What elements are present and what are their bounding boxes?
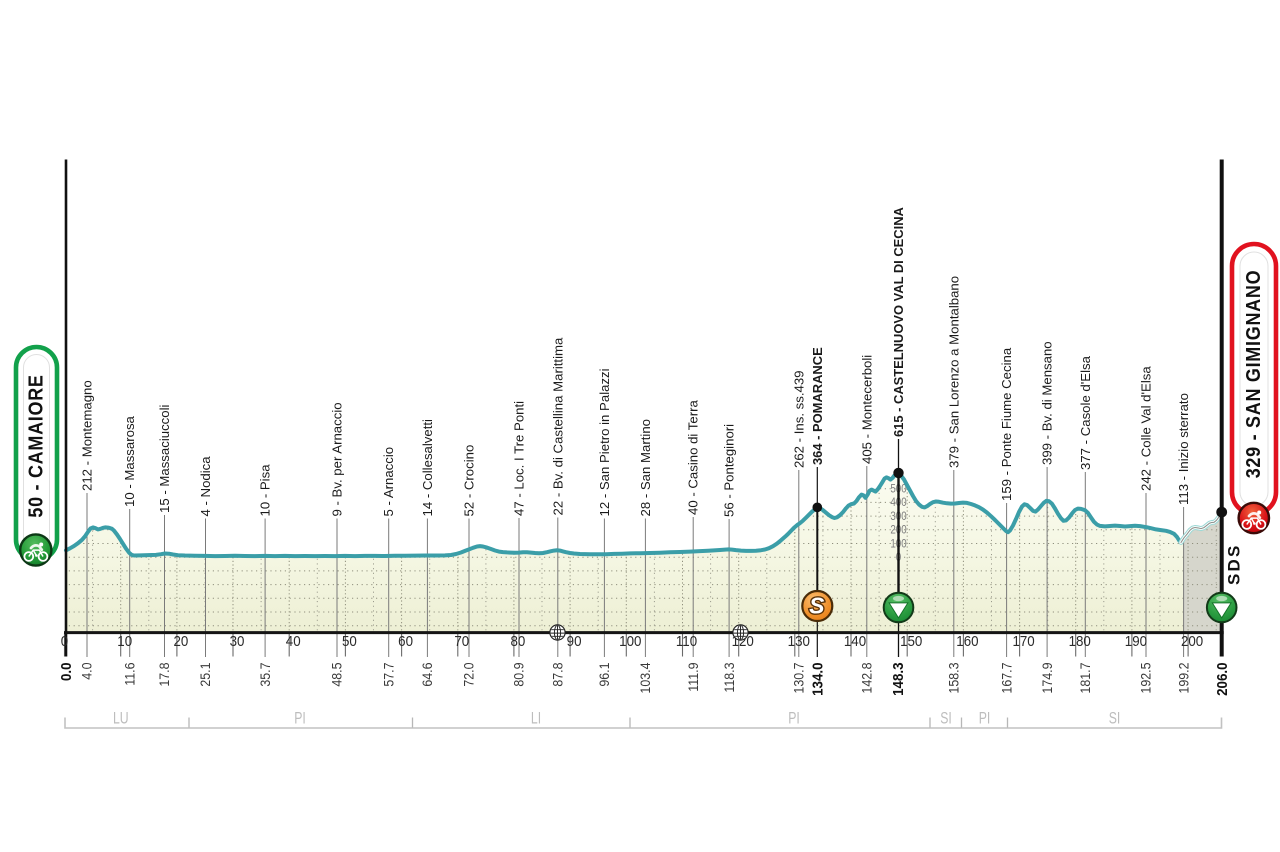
svg-text:200: 200 bbox=[1181, 632, 1203, 649]
svg-text:148.3: 148.3 bbox=[889, 662, 906, 696]
svg-text:160: 160 bbox=[956, 632, 978, 649]
svg-text:130.7: 130.7 bbox=[791, 663, 807, 694]
svg-text:140: 140 bbox=[844, 632, 866, 649]
svg-text:174.9: 174.9 bbox=[1039, 663, 1055, 694]
svg-text:110: 110 bbox=[676, 632, 697, 649]
svg-text:103.4: 103.4 bbox=[638, 663, 654, 694]
svg-text:11.6: 11.6 bbox=[122, 663, 138, 686]
svg-text:399 - Bv. di Mensano: 399 - Bv. di Mensano bbox=[1040, 341, 1055, 465]
svg-text:80.9: 80.9 bbox=[511, 663, 527, 687]
svg-text:170: 170 bbox=[1012, 632, 1034, 649]
svg-text:130: 130 bbox=[788, 632, 810, 649]
svg-text:377 - Casole d'Elsa: 377 - Casole d'Elsa bbox=[1078, 355, 1093, 470]
svg-text:50 - CAMAIORE: 50 - CAMAIORE bbox=[25, 374, 47, 517]
svg-text:PI: PI bbox=[788, 710, 800, 728]
svg-text:113 - Inizio sterrato: 113 - Inizio sterrato bbox=[1176, 393, 1191, 505]
svg-text:80: 80 bbox=[510, 632, 525, 649]
svg-text:181.7: 181.7 bbox=[1077, 663, 1093, 694]
svg-text:10 - Massarosa: 10 - Massarosa bbox=[122, 415, 137, 507]
svg-text:159 - Ponte Fiume Cecina: 159 - Ponte Fiume Cecina bbox=[999, 347, 1014, 501]
svg-text:52 - Crocino: 52 - Crocino bbox=[462, 445, 477, 517]
svg-text:PI: PI bbox=[979, 710, 991, 728]
svg-text:0: 0 bbox=[61, 632, 69, 649]
svg-text:56 - Ponteginori: 56 - Ponteginori bbox=[722, 424, 737, 517]
svg-text:SI: SI bbox=[1109, 710, 1121, 728]
svg-text:379 - San Lorenzo a Montalbano: 379 - San Lorenzo a Montalbano bbox=[946, 276, 961, 468]
svg-text:48.5: 48.5 bbox=[329, 663, 345, 687]
svg-text:40: 40 bbox=[286, 632, 301, 649]
svg-text:158.3: 158.3 bbox=[946, 663, 962, 694]
svg-text:405 - Montecerboli: 405 - Montecerboli bbox=[859, 355, 874, 464]
svg-text:72.0: 72.0 bbox=[461, 663, 477, 687]
svg-text:20: 20 bbox=[173, 632, 188, 649]
svg-text:4.0: 4.0 bbox=[79, 663, 95, 680]
svg-text:50: 50 bbox=[342, 632, 357, 649]
svg-text:90: 90 bbox=[567, 632, 582, 649]
svg-text:LI: LI bbox=[531, 710, 541, 728]
svg-text:0.0: 0.0 bbox=[58, 662, 75, 681]
svg-text:SI: SI bbox=[940, 710, 952, 728]
svg-text:96.1: 96.1 bbox=[597, 663, 613, 687]
svg-text:25.1: 25.1 bbox=[198, 663, 214, 687]
svg-text:70: 70 bbox=[454, 632, 469, 649]
svg-text:5 - Arnaccio: 5 - Arnaccio bbox=[381, 447, 396, 517]
svg-text:615 - CASTELNUOVO VAL DI CECIN: 615 - CASTELNUOVO VAL DI CECINA bbox=[891, 207, 906, 437]
svg-text:S: S bbox=[809, 593, 825, 619]
svg-text:212 - Montemagno: 212 - Montemagno bbox=[80, 380, 95, 491]
svg-text:199.2: 199.2 bbox=[1176, 663, 1192, 694]
svg-text:134.0: 134.0 bbox=[809, 662, 826, 696]
svg-text:22 - Bv. di Castellina Maritti: 22 - Bv. di Castellina Marittima bbox=[550, 337, 565, 516]
svg-text:180: 180 bbox=[1069, 632, 1091, 649]
svg-text:57.7: 57.7 bbox=[381, 663, 397, 687]
svg-text:190: 190 bbox=[1125, 632, 1147, 649]
svg-text:242 - Colle Val d'Elsa: 242 - Colle Val d'Elsa bbox=[1139, 366, 1154, 491]
svg-text:12 - San Pietro in Palazzi: 12 - San Pietro in Palazzi bbox=[597, 368, 612, 516]
svg-text:14 - Collesalvetti: 14 - Collesalvetti bbox=[420, 419, 435, 517]
svg-text:142.8: 142.8 bbox=[859, 663, 875, 694]
svg-text:LU: LU bbox=[113, 710, 129, 728]
svg-text:192.5: 192.5 bbox=[1138, 663, 1154, 694]
svg-text:364 - POMARANCE: 364 - POMARANCE bbox=[810, 347, 825, 465]
svg-text:28 - San Martino: 28 - San Martino bbox=[638, 419, 653, 517]
svg-text:167.7: 167.7 bbox=[999, 663, 1015, 694]
svg-text:40 - Casino di Terra: 40 - Casino di Terra bbox=[686, 399, 701, 515]
svg-text:9 - Bv. per Arnaccio: 9 - Bv. per Arnaccio bbox=[330, 402, 345, 516]
svg-text:206.0: 206.0 bbox=[1213, 662, 1230, 696]
svg-text:64.6: 64.6 bbox=[420, 663, 436, 687]
svg-text:262 - Ins. ss.439: 262 - Ins. ss.439 bbox=[791, 371, 806, 469]
svg-text:329 - SAN GIMIGNANO: 329 - SAN GIMIGNANO bbox=[1243, 270, 1265, 479]
svg-text:PI: PI bbox=[294, 710, 306, 728]
svg-text:47 - Loc. I Tre Ponti: 47 - Loc. I Tre Ponti bbox=[512, 401, 527, 516]
svg-text:SDS: SDS bbox=[1225, 543, 1244, 585]
svg-text:10: 10 bbox=[117, 632, 132, 649]
svg-text:15 - Massaciuccoli: 15 - Massaciuccoli bbox=[157, 404, 172, 513]
svg-text:150: 150 bbox=[900, 632, 922, 649]
svg-text:17.8: 17.8 bbox=[157, 663, 173, 687]
svg-text:111.9: 111.9 bbox=[685, 663, 701, 692]
svg-text:35.7: 35.7 bbox=[257, 663, 273, 687]
svg-text:60: 60 bbox=[398, 632, 413, 649]
svg-text:30: 30 bbox=[230, 632, 245, 649]
svg-text:10 - Pisa: 10 - Pisa bbox=[258, 464, 273, 517]
svg-text:4 - Nodica: 4 - Nodica bbox=[198, 456, 213, 517]
svg-text:87.8: 87.8 bbox=[550, 663, 566, 687]
svg-text:118.3: 118.3 bbox=[721, 663, 737, 693]
svg-text:100: 100 bbox=[619, 632, 641, 649]
